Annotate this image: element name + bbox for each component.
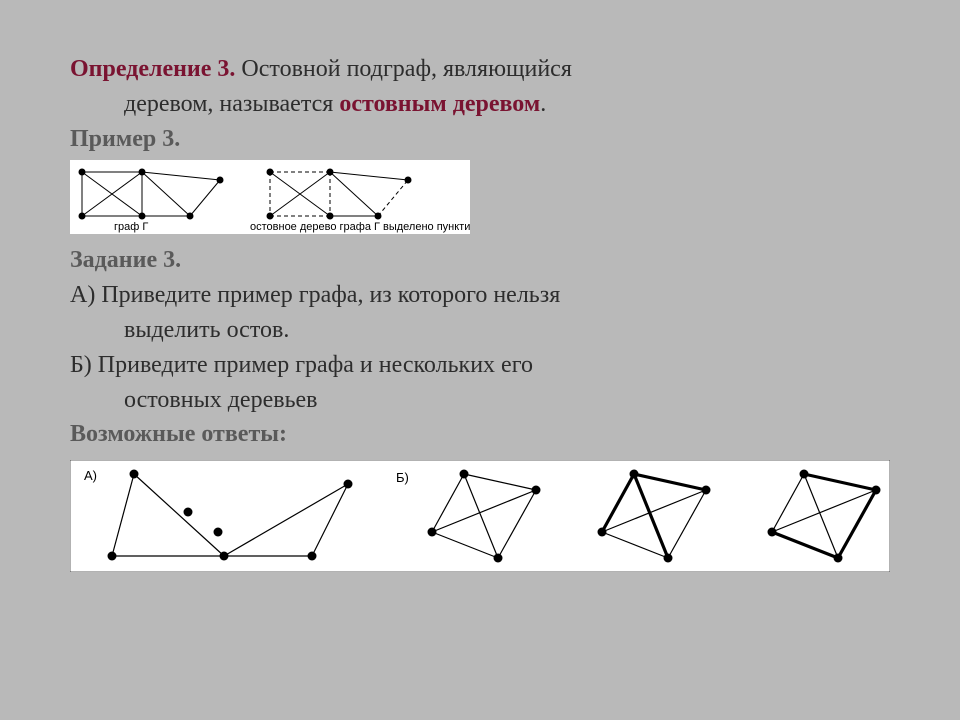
definition-term: остовным деревом bbox=[339, 91, 540, 117]
definition-indent: деревом, называется остовным деревом. bbox=[70, 87, 890, 122]
example-label: Пример 3. bbox=[70, 126, 180, 152]
answers-label: Возможные ответы: bbox=[70, 421, 287, 447]
definition-text-2a: деревом, называется bbox=[124, 91, 339, 117]
definition-line2: деревом, называется остовным деревом. bbox=[70, 87, 890, 122]
svg-text:А): А) bbox=[84, 468, 97, 483]
answers-figure: А) Б) bbox=[70, 460, 890, 572]
example-label-line: Пример 3. bbox=[70, 122, 890, 157]
svg-text:граф Г: граф Г bbox=[114, 221, 148, 233]
definition-text-2b: . bbox=[540, 91, 546, 117]
task-a-text1: А) Приведите пример графа, из которого н… bbox=[70, 282, 560, 308]
task-a-line1: А) Приведите пример графа, из которого н… bbox=[70, 278, 890, 313]
definition-label: Определение 3. bbox=[70, 56, 235, 82]
example-figure: граф Г остовное дерево графа Г выделено п… bbox=[70, 160, 470, 234]
task-b-text1: Б) Приведите пример графа и нескольких е… bbox=[70, 352, 533, 378]
task-b-line2: остовных деревьев bbox=[70, 383, 890, 418]
task-a-text2: выделить остов. bbox=[70, 313, 890, 348]
answers-svg: А) Б) bbox=[70, 460, 890, 572]
answers-label-line: Возможные ответы: bbox=[70, 417, 890, 452]
task-label: Задание 3. bbox=[70, 247, 181, 273]
definition-line1: Определение 3. Остовной подграф, являющи… bbox=[70, 52, 890, 87]
task-b-text2: остовных деревьев bbox=[70, 383, 890, 418]
task-a-line2: выделить остов. bbox=[70, 313, 890, 348]
definition-text-1: Остовной подграф, являющийся bbox=[235, 56, 571, 82]
task-b-line1: Б) Приведите пример графа и нескольких е… bbox=[70, 348, 890, 383]
svg-text:Б): Б) bbox=[396, 470, 409, 485]
svg-text:остовное дерево графа Г выделе: остовное дерево графа Г выделено пунктир… bbox=[250, 221, 470, 233]
slide: Определение 3. Остовной подграф, являющи… bbox=[0, 0, 960, 720]
example-svg: граф Г остовное дерево графа Г выделено п… bbox=[70, 160, 470, 234]
task-label-line: Задание 3. bbox=[70, 243, 890, 278]
